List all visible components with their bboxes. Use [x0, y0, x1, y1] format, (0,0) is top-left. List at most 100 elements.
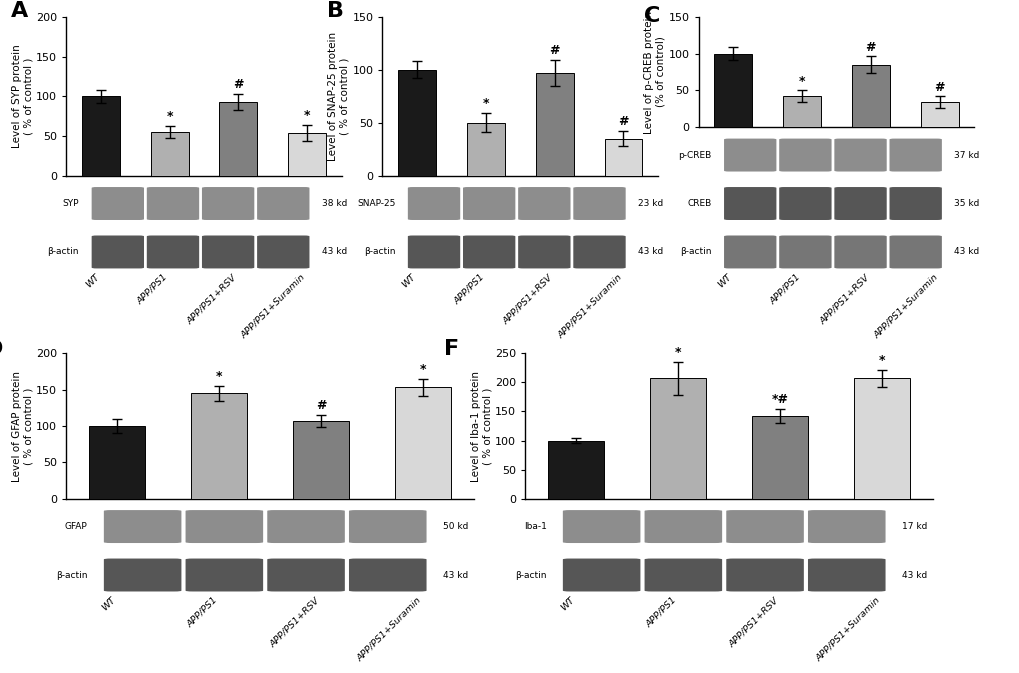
Text: APP/PS1: APP/PS1	[136, 273, 169, 306]
Text: C: C	[643, 6, 659, 26]
Text: β-actin: β-actin	[56, 571, 88, 579]
Text: APP/PS1+RSV: APP/PS1+RSV	[817, 273, 870, 326]
Text: APP/PS1+Suramin: APP/PS1+Suramin	[871, 273, 938, 340]
Text: APP/PS1+Suramin: APP/PS1+Suramin	[239, 273, 307, 340]
FancyBboxPatch shape	[92, 187, 144, 220]
FancyBboxPatch shape	[202, 236, 254, 269]
Text: WT: WT	[399, 273, 417, 289]
Y-axis label: Level of SNAP-25 protein
( % of control ): Level of SNAP-25 protein ( % of control …	[328, 32, 350, 161]
FancyBboxPatch shape	[185, 559, 263, 592]
Text: β-actin: β-actin	[680, 248, 711, 256]
Text: APP/PS1: APP/PS1	[451, 273, 485, 306]
Text: 43 kd: 43 kd	[954, 248, 978, 256]
Text: p-CREB: p-CREB	[678, 151, 711, 160]
Text: #: #	[865, 40, 875, 54]
FancyBboxPatch shape	[348, 510, 426, 543]
FancyBboxPatch shape	[408, 187, 460, 220]
Bar	[288, 133, 326, 176]
FancyBboxPatch shape	[257, 187, 309, 220]
FancyBboxPatch shape	[779, 236, 830, 269]
Text: 35 kd: 35 kd	[954, 199, 979, 208]
FancyBboxPatch shape	[463, 187, 515, 220]
Bar	[535, 73, 573, 176]
Text: APP/PS1+Suramin: APP/PS1+Suramin	[555, 273, 623, 340]
Bar	[395, 388, 451, 499]
FancyBboxPatch shape	[562, 559, 640, 592]
Text: 50 kd: 50 kd	[442, 522, 468, 531]
FancyBboxPatch shape	[518, 187, 570, 220]
Text: β-actin: β-actin	[48, 248, 79, 256]
Text: APP/PS1: APP/PS1	[644, 596, 678, 629]
Text: 43 kd: 43 kd	[442, 571, 468, 579]
FancyBboxPatch shape	[147, 187, 199, 220]
Text: WT: WT	[84, 273, 101, 289]
Text: #: #	[549, 44, 559, 57]
Bar	[854, 378, 910, 499]
Text: 43 kd: 43 kd	[638, 248, 662, 256]
Bar	[713, 54, 751, 127]
FancyBboxPatch shape	[807, 559, 884, 592]
Text: β-actin: β-actin	[515, 571, 546, 579]
Text: APP/PS1+RSV: APP/PS1+RSV	[185, 273, 238, 326]
Text: APP/PS1+RSV: APP/PS1+RSV	[727, 596, 780, 649]
Bar	[467, 122, 504, 176]
FancyBboxPatch shape	[726, 510, 803, 543]
Text: F: F	[443, 339, 459, 359]
Y-axis label: Level of p-CREB protein
(% of control): Level of p-CREB protein (% of control)	[644, 11, 665, 133]
FancyBboxPatch shape	[834, 187, 886, 220]
Text: B: B	[327, 1, 344, 21]
Text: 43 kd: 43 kd	[322, 248, 346, 256]
Text: GFAP: GFAP	[65, 522, 88, 531]
Text: 17 kd: 17 kd	[901, 522, 926, 531]
Text: WT: WT	[715, 273, 733, 289]
Text: *: *	[216, 370, 222, 383]
Bar	[650, 378, 706, 499]
Bar	[82, 96, 119, 176]
FancyBboxPatch shape	[104, 510, 181, 543]
Bar	[783, 96, 820, 127]
FancyBboxPatch shape	[644, 559, 721, 592]
Text: SNAP-25: SNAP-25	[357, 199, 395, 208]
FancyBboxPatch shape	[518, 236, 570, 269]
FancyBboxPatch shape	[807, 510, 884, 543]
FancyBboxPatch shape	[723, 236, 775, 269]
Text: #: #	[618, 115, 628, 128]
Text: *: *	[482, 97, 488, 110]
FancyBboxPatch shape	[834, 236, 886, 269]
Y-axis label: Level of Iba-1 protein
( % of control ): Level of Iba-1 protein ( % of control )	[471, 371, 492, 481]
Text: *: *	[878, 354, 884, 367]
Text: *: *	[675, 346, 681, 359]
Text: WT: WT	[558, 596, 576, 612]
FancyBboxPatch shape	[723, 139, 775, 172]
Bar	[397, 70, 435, 176]
Bar	[752, 415, 808, 499]
Text: A: A	[11, 1, 29, 21]
FancyBboxPatch shape	[257, 236, 309, 269]
Bar	[90, 426, 145, 499]
Text: WT: WT	[100, 596, 117, 612]
Text: *: *	[166, 110, 172, 123]
FancyBboxPatch shape	[92, 236, 144, 269]
FancyBboxPatch shape	[644, 510, 721, 543]
FancyBboxPatch shape	[573, 187, 625, 220]
FancyBboxPatch shape	[834, 139, 886, 172]
Text: #: #	[233, 77, 244, 91]
Bar	[920, 102, 958, 127]
FancyBboxPatch shape	[723, 187, 775, 220]
FancyBboxPatch shape	[889, 139, 941, 172]
Text: APP/PS1+Suramin: APP/PS1+Suramin	[356, 596, 423, 663]
Text: D: D	[0, 339, 3, 359]
Text: APP/PS1+RSV: APP/PS1+RSV	[501, 273, 554, 326]
Y-axis label: Level of GFAP protein
( % of control ): Level of GFAP protein ( % of control )	[12, 371, 34, 481]
Text: 37 kd: 37 kd	[954, 151, 979, 160]
Bar	[151, 132, 189, 176]
Text: APP/PS1+Suramin: APP/PS1+Suramin	[814, 596, 881, 663]
Text: 43 kd: 43 kd	[901, 571, 926, 579]
FancyBboxPatch shape	[202, 187, 254, 220]
Text: *: *	[304, 108, 310, 122]
Text: APP/PS1: APP/PS1	[185, 596, 219, 629]
FancyBboxPatch shape	[267, 510, 344, 543]
FancyBboxPatch shape	[889, 236, 941, 269]
Bar	[851, 65, 889, 127]
FancyBboxPatch shape	[889, 187, 941, 220]
